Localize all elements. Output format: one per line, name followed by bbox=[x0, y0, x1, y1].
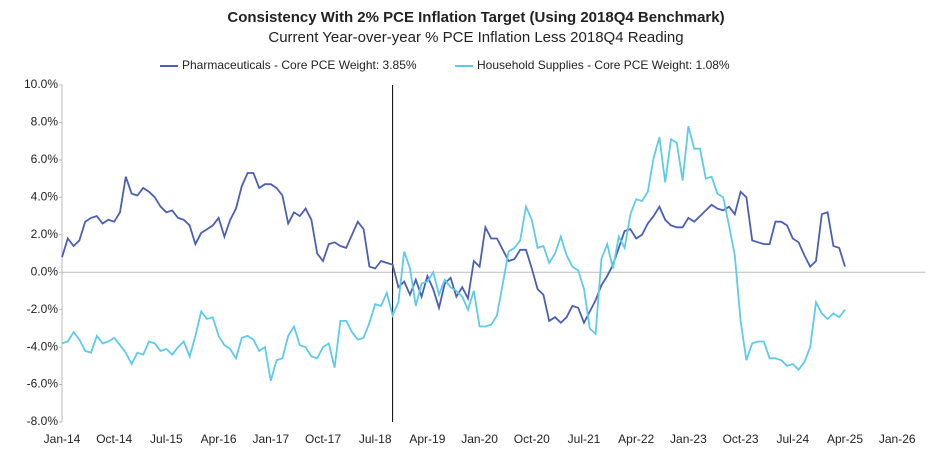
y-tick-label: 4.0% bbox=[31, 190, 59, 204]
chart-subtitle: Current Year-over-year % PCE Inflation L… bbox=[268, 29, 683, 46]
x-tick-label: Jan-20 bbox=[461, 432, 498, 446]
x-tick-label: Apr-25 bbox=[827, 432, 863, 446]
x-tick-label: Jul-18 bbox=[359, 432, 392, 446]
x-tick-label: Jan-23 bbox=[670, 432, 707, 446]
y-tick-label: 8.0% bbox=[31, 115, 59, 129]
x-tick-label: Jan-14 bbox=[44, 432, 81, 446]
x-tick-label: Apr-16 bbox=[201, 432, 237, 446]
y-tick-label: 0.0% bbox=[31, 264, 59, 278]
x-tick-label: Jan-26 bbox=[879, 432, 916, 446]
x-tick-label: Jul-24 bbox=[776, 432, 809, 446]
x-tick-label: Apr-22 bbox=[618, 432, 654, 446]
series-line bbox=[61, 125, 846, 382]
x-tick-label: Oct-23 bbox=[723, 432, 759, 446]
y-tick-label: -8.0% bbox=[27, 414, 59, 428]
x-tick-label: Jul-15 bbox=[150, 432, 183, 446]
x-tick-label: Apr-19 bbox=[409, 432, 445, 446]
legend-label: Household Supplies - Core PCE Weight: 1.… bbox=[477, 58, 730, 72]
y-tick-label: -4.0% bbox=[27, 339, 59, 353]
legend-label: Pharmaceuticals - Core PCE Weight: 3.85% bbox=[182, 58, 417, 72]
x-tick-label: Oct-14 bbox=[96, 432, 132, 446]
y-tick-label: 2.0% bbox=[31, 227, 59, 241]
y-tick-label: -6.0% bbox=[27, 377, 59, 391]
chart-title: Consistency With 2% PCE Inflation Target… bbox=[227, 9, 724, 26]
series-line bbox=[61, 172, 846, 325]
x-tick-label: Oct-17 bbox=[305, 432, 341, 446]
y-tick-label: -2.0% bbox=[27, 302, 59, 316]
y-tick-label: 6.0% bbox=[31, 152, 59, 166]
x-tick-label: Oct-20 bbox=[514, 432, 550, 446]
y-tick-label: 10.0% bbox=[24, 77, 58, 91]
x-tick-label: Jul-21 bbox=[568, 432, 601, 446]
x-tick-label: Jan-17 bbox=[252, 432, 289, 446]
